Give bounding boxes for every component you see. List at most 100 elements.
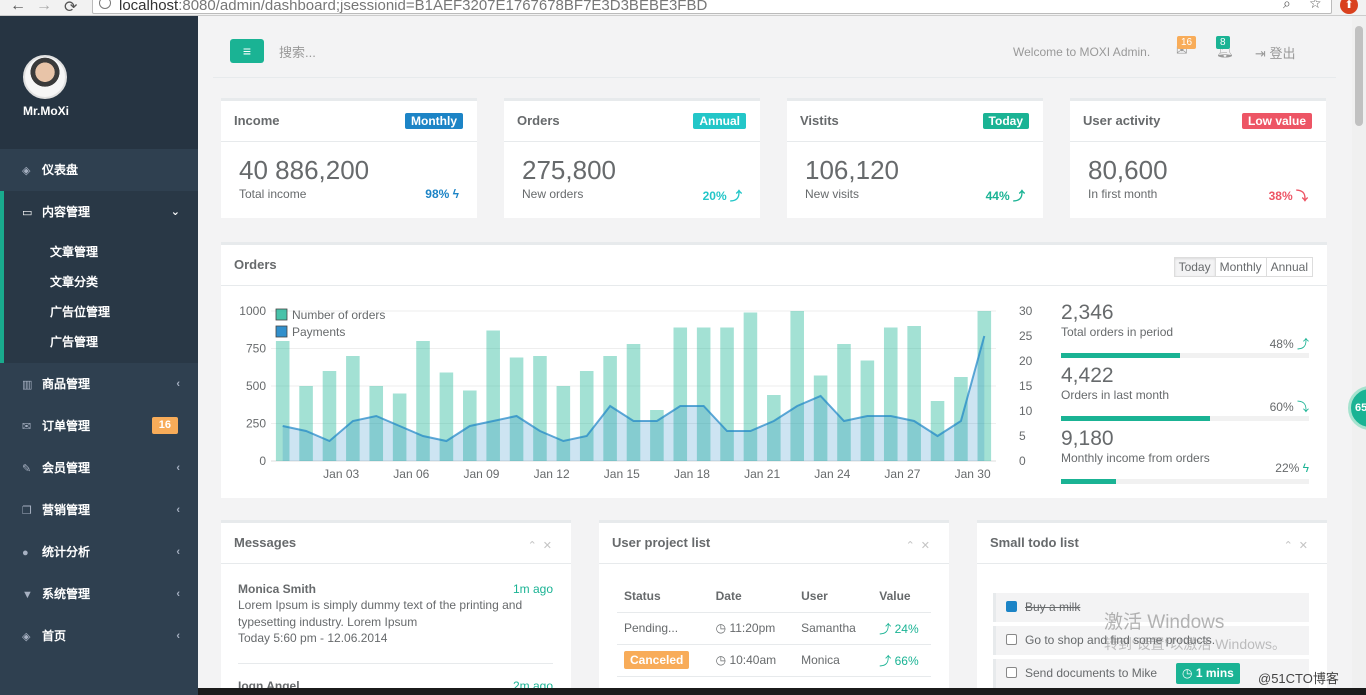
orders-bar <box>626 344 641 461</box>
clock-icon: ◷ <box>1182 666 1193 680</box>
orders-bar <box>603 356 617 461</box>
period-label: Annual <box>693 113 746 129</box>
value-cell: ⤴ 66% <box>872 644 931 677</box>
y-left-tick-label: 1000 <box>239 304 266 318</box>
y-left-tick-label: 750 <box>246 342 266 356</box>
column-header[interactable]: Date <box>708 581 795 613</box>
orders-bar <box>369 386 384 461</box>
logout-link[interactable]: ⇥ 登出 <box>1255 46 1296 61</box>
project-list-title: User project list <box>612 535 711 550</box>
envelope-icon: ✉ <box>22 421 32 433</box>
sidebar-item-1[interactable]: ▭ 内容管理 ⌄ <box>0 191 198 233</box>
extension-icon[interactable]: ⬆ <box>1340 0 1358 14</box>
browser-toolbar: ← → ⟳ localhost:8080/admin/dashboard;jse… <box>0 0 1366 16</box>
todo-checkbox[interactable] <box>1006 634 1017 645</box>
orders-bar <box>930 401 945 461</box>
monitor-icon: ▭ <box>22 207 33 219</box>
orders-panel-header: Orders Today Monthly Annual <box>221 245 1327 286</box>
date-cell: ◷ 11:20pm <box>708 612 795 645</box>
collapse-icon[interactable]: ⌃ <box>1283 540 1299 552</box>
trend-up-icon: ⤴ <box>879 621 892 636</box>
orders-bar <box>509 357 524 461</box>
sidebar-item-7[interactable]: ▼ 系统管理 ‹ <box>0 573 198 615</box>
submenu-item[interactable]: 广告管理 <box>50 335 99 349</box>
project-list-header: User project list ⌃✕ <box>599 523 949 564</box>
url-text[interactable]: localhost:8080/admin/dashboard;jsessioni… <box>119 0 708 14</box>
x-tick-label: Jan 24 <box>814 467 850 481</box>
profile-name[interactable]: Mr.MoXi <box>23 104 70 118</box>
y-right-tick-label: 0 <box>1019 454 1026 468</box>
chevron-left-icon: ‹ <box>176 504 180 516</box>
todo-title: Small todo list <box>990 535 1079 550</box>
profile-panel: Mr.MoXi <box>0 16 198 149</box>
range-button-monthly[interactable]: Monthly <box>1214 257 1267 277</box>
reload-icon[interactable]: ⟳ <box>64 0 78 16</box>
search-input[interactable]: 搜索... <box>279 45 316 60</box>
address-bar[interactable]: localhost:8080/admin/dashboard;jsessioni… <box>92 0 1332 14</box>
period-label: Today <box>982 113 1029 129</box>
sidebar-item-2[interactable]: ▥ 商品管理 ‹ <box>0 363 198 405</box>
range-button-annual[interactable]: Annual <box>1265 257 1313 277</box>
progress-bar <box>1061 353 1309 358</box>
y-left-tick-label: 0 <box>259 454 266 468</box>
chevron-left-icon: ‹ <box>176 546 180 558</box>
back-icon[interactable]: ← <box>10 0 26 14</box>
sidebar-item-8[interactable]: ◈ 首页 ‹ <box>0 615 198 657</box>
message-item[interactable]: Monica Smith 1m ago Lorem Ipsum is simpl… <box>238 582 553 664</box>
sidebar-item-4[interactable]: ✎ 会员管理 ‹ <box>0 447 198 489</box>
envelope-icon[interactable]: ✉ <box>1176 42 1188 58</box>
todo-item[interactable]: Go to shop and find some products. <box>993 626 1309 655</box>
info-icon[interactable] <box>99 0 111 9</box>
table-row[interactable]: Canceled ◷ 10:40am Monica ⤴ 66% <box>617 644 931 677</box>
star-icon[interactable]: ☆ <box>1309 0 1322 11</box>
stat-caption: In first month <box>1088 187 1158 201</box>
menu-toggle-button[interactable]: ≡ <box>230 39 264 63</box>
period-label: Low value <box>1241 113 1312 129</box>
collapse-icon[interactable]: ⌃ <box>905 540 921 552</box>
submenu-item[interactable]: 文章分类 <box>50 275 99 289</box>
zoom-icon[interactable]: ⌕ <box>1283 0 1291 11</box>
sidebar-item-5[interactable]: ❐ 营销管理 ‹ <box>0 489 198 531</box>
column-header[interactable]: Value <box>872 581 931 613</box>
todo-item[interactable]: Send documents to Mike ◷ 1 mins <box>993 659 1309 688</box>
todo-checkbox[interactable] <box>1006 667 1017 678</box>
panel-tools: ⌃✕ <box>528 539 558 552</box>
page-scrollbar[interactable] <box>1352 16 1366 695</box>
range-button-today[interactable]: Today <box>1173 257 1216 277</box>
sidebar-item-0[interactable]: ◈ 仪表盘 <box>0 149 198 191</box>
floating-speed-ball[interactable]: 65 <box>1348 386 1366 430</box>
trend-up-icon: ⤴ <box>1012 189 1025 203</box>
panel-tools: ⌃✕ <box>906 539 936 552</box>
stat-card-header: User activity Low value <box>1070 101 1326 142</box>
sidebar-item-6[interactable]: ● 统计分析 ‹ <box>0 531 198 573</box>
todo-item[interactable]: Buy a milk <box>993 593 1309 622</box>
range-button-group: Today Monthly Annual <box>1173 257 1313 277</box>
orders-bar <box>533 356 547 461</box>
orders-bar <box>767 395 781 461</box>
sidebar-item-3[interactable]: ✉ 订单管理 16 <box>0 405 198 447</box>
globe-icon: ● <box>22 547 29 559</box>
stat-caption: New orders <box>522 187 584 201</box>
close-icon[interactable]: ✕ <box>920 540 936 552</box>
stat-percent: 38% ⤵ <box>1268 189 1308 203</box>
x-tick-label: Jan 03 <box>323 467 359 481</box>
column-header[interactable]: Status <box>617 581 709 613</box>
progress-bar <box>1061 479 1309 484</box>
sidebar-item-label: 会员管理 <box>42 461 91 475</box>
forward-icon[interactable]: → <box>36 0 52 14</box>
collapse-icon[interactable]: ⌃ <box>527 540 543 552</box>
close-icon[interactable]: ✕ <box>1298 540 1314 552</box>
close-icon[interactable]: ✕ <box>542 540 558 552</box>
scrollbar-thumb[interactable] <box>1355 26 1363 126</box>
top-header: ≡ 搜索... Welcome to MOXI Admin. ✉ 16 🔔︎ 8… <box>213 26 1336 78</box>
stat-card-header: Vistits Today <box>787 101 1043 142</box>
progress-value: 9,180 <box>1061 427 1114 450</box>
column-header[interactable]: User <box>794 581 873 613</box>
avatar[interactable] <box>23 55 67 99</box>
submenu-item[interactable]: 文章管理 <box>50 245 99 259</box>
todo-checkbox[interactable] <box>1006 601 1017 612</box>
table-row[interactable]: Pending... ◷ 11:20pm Samantha ⤴ 24% <box>617 612 931 645</box>
stat-value: 275,800 <box>522 155 616 185</box>
submenu-item[interactable]: 广告位管理 <box>50 305 111 319</box>
y-right-tick-label: 30 <box>1019 304 1033 318</box>
